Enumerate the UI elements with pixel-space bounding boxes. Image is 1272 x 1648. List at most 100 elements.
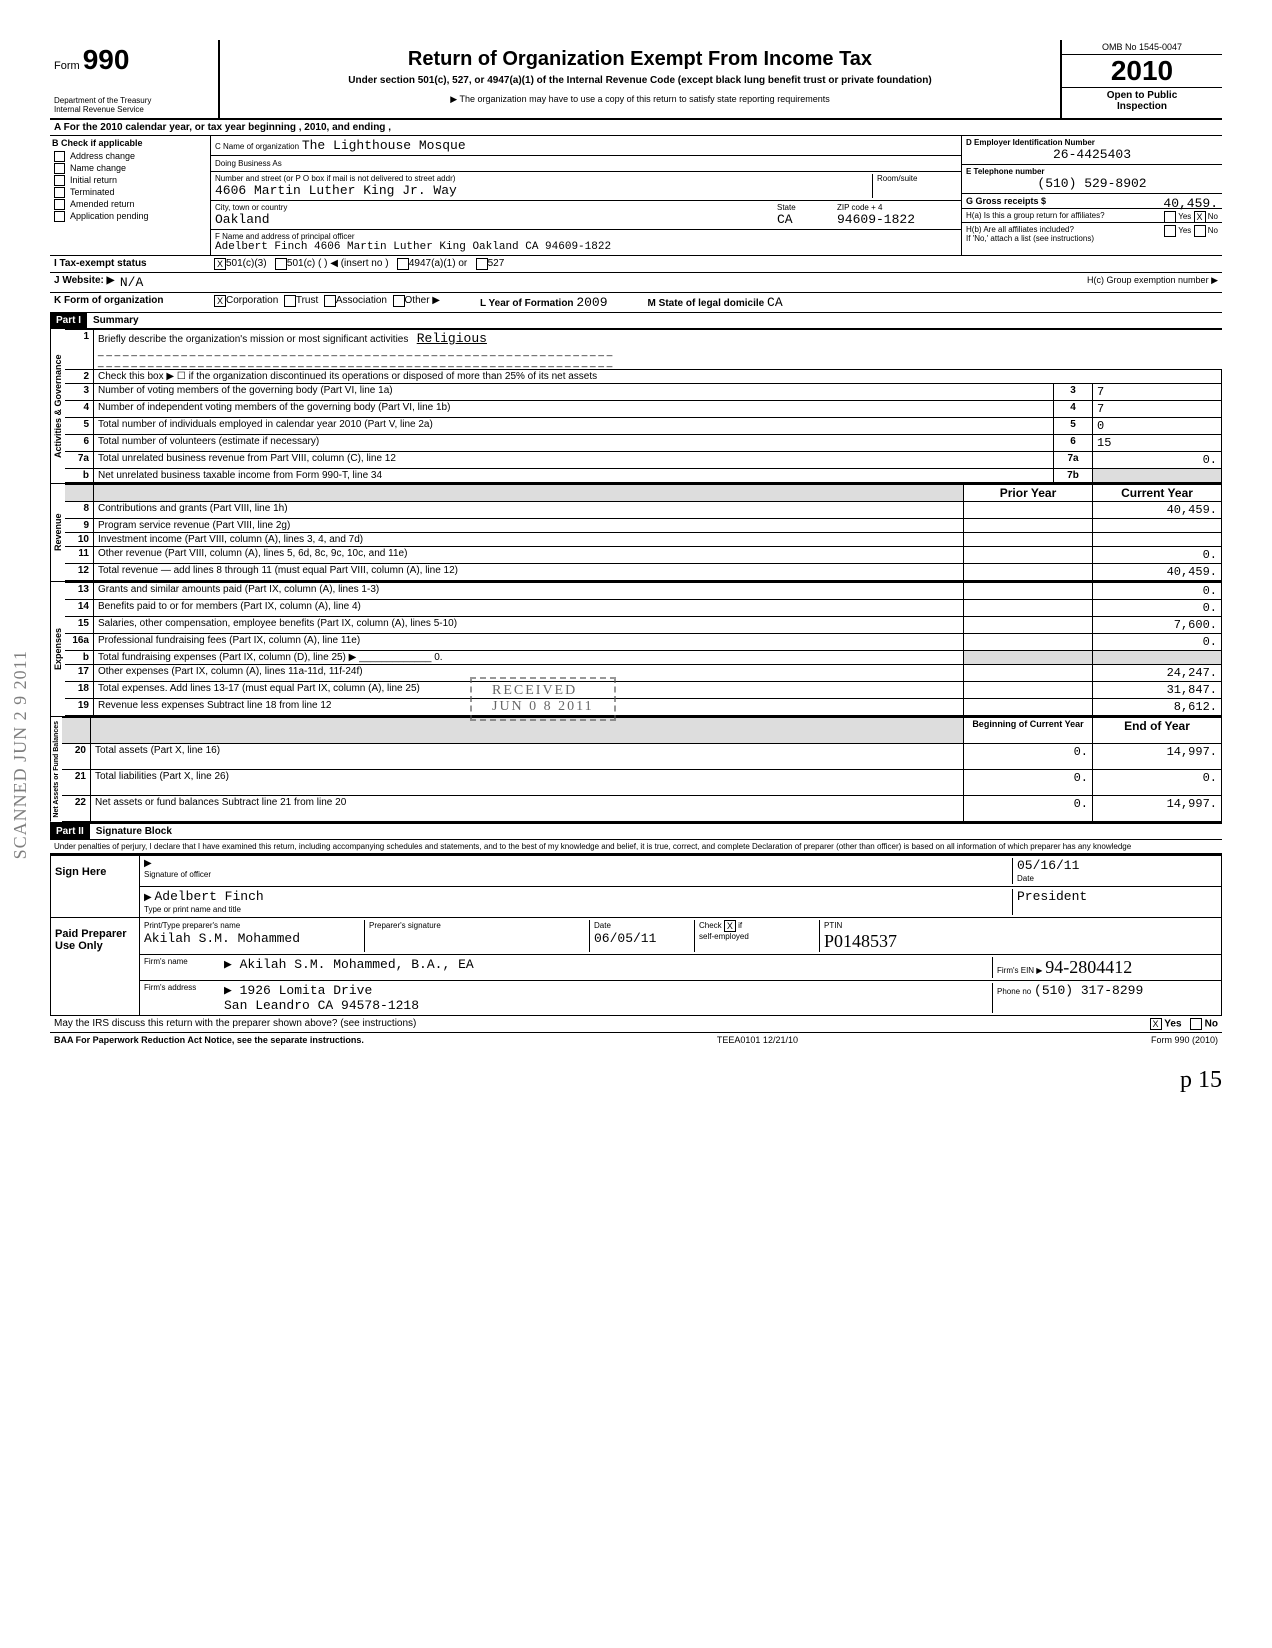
table-row: 3Number of voting members of the governi… <box>65 384 1222 401</box>
section-c: C Name of organization The Lighthouse Mo… <box>211 136 961 255</box>
hb-yes-cb[interactable] <box>1164 225 1176 237</box>
scanned-stamp: SCANNED JUN 2 9 2011 <box>10 650 31 859</box>
cb-initial-return[interactable]: Initial return <box>50 174 210 186</box>
form-title: Return of Organization Exempt From Incom… <box>228 48 1052 71</box>
balances-label: Net Assets or Fund Balances <box>50 717 62 822</box>
form-number: 990 <box>83 44 130 75</box>
hb-no-cb[interactable] <box>1194 225 1206 237</box>
ha-label: H(a) Is this a group return for affiliat… <box>966 211 1105 220</box>
governance-section: Activities & Governance 1Briefly describ… <box>50 329 1222 484</box>
discuss-row: May the IRS discuss this return with the… <box>50 1016 1222 1033</box>
omb-number: OMB No 1545-0047 <box>1062 40 1222 55</box>
tax-year: 2010 <box>1062 55 1222 88</box>
officer-info: Adelbert Finch 4606 Martin Luther King O… <box>215 241 957 253</box>
table-row: 13Grants and similar amounts paid (Part … <box>65 583 1222 600</box>
table-row: 7aTotal unrelated business revenue from … <box>65 452 1222 469</box>
501c-cb[interactable] <box>275 258 287 270</box>
table-row: 5Total number of individuals employed in… <box>65 418 1222 435</box>
table-row: 1Briefly describe the organization's mis… <box>65 330 1222 370</box>
table-row: 18Total expenses. Add lines 13-17 (must … <box>65 682 1222 699</box>
phone: (510) 529-8902 <box>966 176 1218 191</box>
trust-cb[interactable] <box>284 295 296 307</box>
part2-header: Part II <box>50 824 90 839</box>
year-formation: 2009 <box>576 295 607 310</box>
line-i: I Tax-exempt status X 501(c)(3) 501(c) (… <box>50 256 1222 273</box>
org-name-label: C Name of organization <box>215 142 299 151</box>
revenue-table: Prior YearCurrent Year 8Contributions an… <box>65 484 1222 581</box>
footer-form: Form 990 (2010) <box>1151 1035 1218 1045</box>
balances-table: Beginning of Current YearEnd of Year 20T… <box>62 717 1222 822</box>
paid-preparer-label: Paid Preparer Use Only <box>51 918 140 1015</box>
line-k: K Form of organization X Corporation Tru… <box>50 293 1222 313</box>
sign-here-section: Sign Here ▶Signature of officer 05/16/11… <box>50 854 1222 918</box>
ha-no-cb[interactable]: X <box>1194 211 1206 223</box>
room-label: Room/suite <box>877 174 957 183</box>
sig-date: 05/16/11 <box>1017 858 1079 873</box>
table-row: bNet unrelated business taxable income f… <box>65 469 1222 483</box>
table-row: 10Investment income (Part VIII, column (… <box>65 533 1222 547</box>
cb-amended-return[interactable]: Amended return <box>50 198 210 210</box>
open-public-1: Open to Public <box>1064 90 1220 101</box>
table-row: 17Other expenses (Part IX, column (A), l… <box>65 665 1222 682</box>
org-name: The Lighthouse Mosque <box>302 138 466 153</box>
firm-addr2: San Leandro CA 94578-1218 <box>224 998 419 1013</box>
4947-cb[interactable] <box>397 258 409 270</box>
ptin: P0148537 <box>824 931 897 951</box>
firm-name: ▶ Akilah S.M. Mohammed, B.A., EA <box>224 957 992 978</box>
table-row: 15Salaries, other compensation, employee… <box>65 617 1222 634</box>
form-note: ▶ The organization may have to use a cop… <box>228 94 1052 105</box>
table-row: 20Total assets (Part X, line 16)0.14,997… <box>62 743 1222 769</box>
section-d: D Employer Identification Number 26-4425… <box>961 136 1222 255</box>
addr-label: Number and street (or P O box if mail is… <box>215 174 872 183</box>
preparer-date: 06/05/11 <box>594 931 656 946</box>
preparer-phone: (510) 317-8299 <box>1034 983 1143 998</box>
footer: BAA For Paperwork Reduction Act Notice, … <box>50 1033 1222 1047</box>
footer-code: TEEA0101 12/21/10 <box>717 1035 798 1045</box>
table-row: 2Check this box ▶ ☐ if the organization … <box>65 370 1222 384</box>
gross-receipts: 40,459. <box>1163 196 1218 211</box>
baa-notice: BAA For Paperwork Reduction Act Notice, … <box>54 1035 364 1045</box>
self-employed-cb[interactable]: X <box>724 920 736 932</box>
preparer-name: Akilah S.M. Mohammed <box>144 931 300 946</box>
gross-label: G Gross receipts $ <box>966 196 1046 206</box>
city-label: City, town or country <box>215 203 777 212</box>
assoc-cb[interactable] <box>324 295 336 307</box>
corp-cb[interactable]: X <box>214 295 226 307</box>
part2-title: Signature Block <box>90 824 178 839</box>
section-b-checkboxes: B Check if applicable Address change Nam… <box>50 136 211 255</box>
cb-address-change[interactable]: Address change <box>50 150 210 162</box>
cb-name-change[interactable]: Name change <box>50 162 210 174</box>
cb-terminated[interactable]: Terminated <box>50 186 210 198</box>
501c3-cb[interactable]: X <box>214 258 226 270</box>
other-cb[interactable] <box>393 295 405 307</box>
part1-title: Summary <box>87 313 145 328</box>
section-bcd: B Check if applicable Address change Nam… <box>50 136 1222 256</box>
perjury-text: Under penalties of perjury, I declare th… <box>50 840 1222 854</box>
table-row: Prior YearCurrent Year <box>65 485 1222 502</box>
table-row: 21Total liabilities (Part X, line 26)0.0… <box>62 769 1222 795</box>
governance-label: Activities & Governance <box>50 329 65 483</box>
revenue-section: Revenue Prior YearCurrent Year 8Contribu… <box>50 484 1222 582</box>
expenses-table: 13Grants and similar amounts paid (Part … <box>65 582 1222 716</box>
cb-application-pending[interactable]: Application pending <box>50 210 210 222</box>
discuss-yes-cb[interactable]: X <box>1150 1018 1162 1030</box>
table-row: 22Net assets or fund balances Subtract l… <box>62 795 1222 821</box>
527-cb[interactable] <box>476 258 488 270</box>
ein-label: D Employer Identification Number <box>966 138 1218 147</box>
table-row: 4Number of independent voting members of… <box>65 401 1222 418</box>
table-row: 19Revenue less expenses Subtract line 18… <box>65 699 1222 716</box>
expenses-label: Expenses <box>50 582 65 716</box>
table-row: 14Benefits paid to or for members (Part … <box>65 600 1222 617</box>
paid-preparer-section: Paid Preparer Use Only Print/Type prepar… <box>50 918 1222 1016</box>
balances-section: RECEIVED JUN 0 8 2011 Net Assets or Fund… <box>50 717 1222 824</box>
part1-header: Part I <box>50 313 87 328</box>
discuss-no-cb[interactable] <box>1190 1018 1202 1030</box>
governance-table: 1Briefly describe the organization's mis… <box>65 329 1222 483</box>
dept-line1: Department of the Treasury <box>54 96 214 105</box>
table-row: 8Contributions and grants (Part VIII, li… <box>65 502 1222 519</box>
dept-line2: Internal Revenue Service <box>54 105 214 114</box>
ha-yes-cb[interactable] <box>1164 211 1176 223</box>
zip: 94609-1822 <box>837 212 957 227</box>
firm-ein: 94-2804412 <box>1045 957 1132 977</box>
state-domicile: CA <box>767 295 783 310</box>
